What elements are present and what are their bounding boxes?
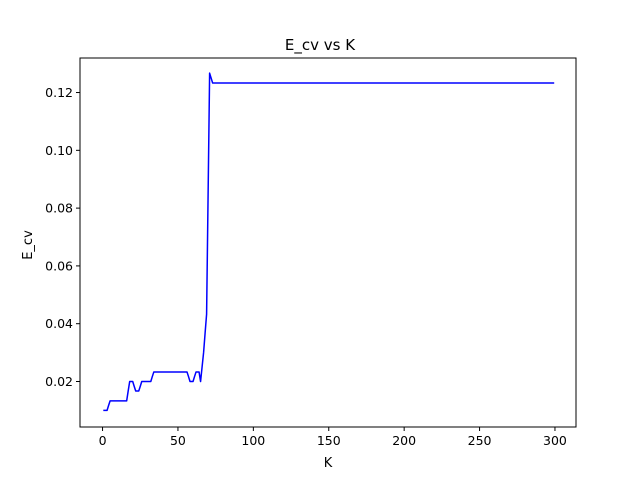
y-tick-label: 0.04: [45, 316, 73, 331]
y-tick-label: 0.08: [45, 201, 73, 216]
y-tick-label: 0.12: [45, 85, 73, 100]
y-tick-label: 0.02: [45, 374, 73, 389]
x-tick-label: 200: [392, 433, 416, 448]
y-tick-label: 0.06: [45, 258, 73, 273]
chart-title: E_cv vs K: [285, 36, 356, 55]
y-axis-label: E_cv: [21, 230, 36, 260]
x-tick-label: 0: [99, 433, 107, 448]
x-tick-label: 50: [170, 433, 186, 448]
x-tick-label: 250: [468, 433, 492, 448]
x-tick-label: 100: [241, 433, 265, 448]
plot-area: [103, 72, 555, 412]
x-axis-label: K: [324, 456, 333, 471]
x-tick-label: 150: [317, 433, 341, 448]
y-tick-label: 0.10: [45, 143, 73, 158]
x-tick-label: 300: [543, 433, 567, 448]
axes-frame: [79, 57, 577, 428]
series-line: [103, 72, 555, 412]
axis-ticks: 0 50 100 150 200 250 300 0.02 0.04 0.06 0.08 0.10 0.…: [45, 85, 567, 448]
